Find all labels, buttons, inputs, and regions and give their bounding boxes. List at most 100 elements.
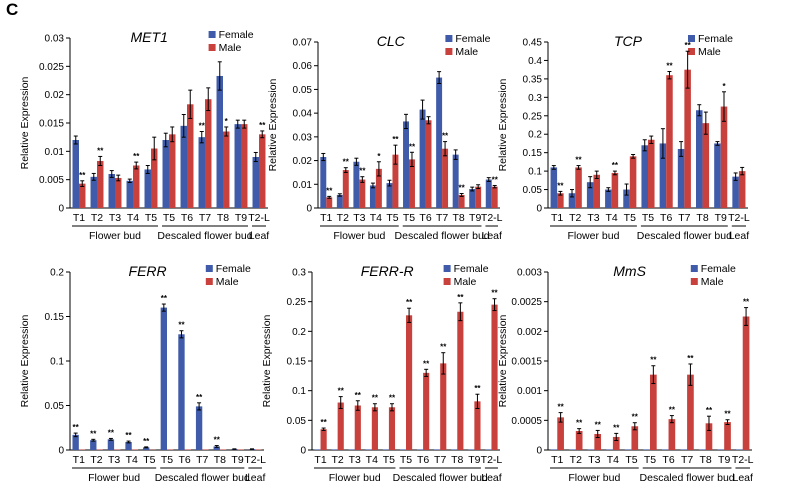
category-label: T2-L (244, 454, 266, 466)
significance-mark: ** (259, 121, 266, 130)
bar-female-5 (399, 449, 406, 450)
category-label: T6 (181, 212, 193, 224)
bar-female-6 (416, 449, 424, 450)
category-label: T4 (126, 454, 138, 466)
bar-female-2 (353, 161, 360, 208)
category-label: T5 (383, 454, 395, 466)
bar-male-5 (648, 139, 655, 208)
bar-male-1 (97, 160, 104, 208)
bar-male-5 (169, 134, 176, 208)
legend-swatch-female (443, 265, 451, 272)
significance-mark: ** (595, 420, 602, 429)
bar-male-4 (388, 407, 396, 450)
group-label: Flower bud (89, 230, 141, 242)
y-tick-label: 0.3 (528, 93, 542, 104)
group-label: Leaf (729, 230, 750, 242)
bar-female-10 (736, 449, 743, 450)
significance-mark: ** (650, 356, 657, 365)
category-label: T2-L (732, 454, 754, 466)
y-axis-label: Relative Expression (19, 76, 31, 169)
bar-male-10 (742, 316, 750, 450)
y-tick-label: 0.002 (517, 327, 542, 338)
legend-swatch-female (208, 31, 216, 38)
bar-male-9 (475, 186, 482, 208)
bar-male-6 (425, 120, 432, 208)
bar-female-8 (216, 75, 223, 208)
y-tick-label: 0.05 (523, 185, 543, 196)
y-tick-label: 0 (58, 204, 64, 215)
bar-male-10 (491, 304, 498, 450)
category-label: T5 (642, 212, 654, 224)
category-label: T4 (127, 212, 139, 224)
y-tick-label: 0.06 (293, 61, 313, 72)
bar-female-9 (468, 449, 475, 450)
legend-swatch-male (443, 278, 451, 285)
group-label: Leaf (733, 472, 754, 484)
significance-mark: ** (355, 391, 362, 400)
y-tick-label: 0.05 (45, 401, 65, 412)
bar-male-8 (457, 311, 464, 450)
category-label: T5 (386, 212, 398, 224)
bar-male-5 (650, 374, 657, 450)
bar-female-3 (369, 185, 376, 208)
group-label: Flower bud (88, 472, 140, 484)
y-tick-label: 0.0025 (511, 297, 542, 308)
significance-mark: ** (557, 403, 564, 412)
bar-male-5 (406, 315, 413, 450)
group-label: Descaled flower bud (393, 472, 488, 484)
chart-title: MET1 (131, 29, 168, 45)
bar-female-8 (213, 446, 220, 450)
bar-female-1 (336, 194, 343, 208)
y-axis-label: Relative Expression (261, 314, 273, 407)
legend-label-male: Male (698, 46, 721, 58)
legend-label-male: Male (455, 46, 478, 58)
bar-female-4 (386, 183, 393, 208)
bar-male-7 (442, 148, 449, 208)
legend-swatch-female (445, 35, 453, 42)
bar-male-2 (359, 179, 366, 208)
category-label: T6 (419, 212, 431, 224)
category-label: T8 (696, 212, 708, 224)
legend-label-female: Female (455, 33, 490, 45)
bar-female-6 (659, 143, 667, 208)
chart-title: CLC (377, 33, 406, 49)
category-label: T2 (569, 212, 581, 224)
y-tick-label: 0.15 (45, 312, 65, 323)
category-label: T5 (145, 212, 157, 224)
category-label: T8 (217, 212, 229, 224)
y-tick-label: 0 (58, 446, 64, 457)
significance-mark: ** (669, 406, 676, 415)
bar-male-3 (371, 407, 378, 450)
bar-female-9 (714, 143, 721, 208)
category-label: T1 (73, 212, 85, 224)
significance-mark: ** (613, 423, 620, 432)
bar-male-3 (612, 436, 620, 450)
category-label: T1 (320, 212, 332, 224)
bar-female-1 (569, 449, 576, 450)
category-label: T5 (143, 454, 155, 466)
y-tick-label: 0.1 (528, 167, 542, 178)
y-tick-label: 0.25 (287, 297, 307, 308)
significance-mark: ** (474, 384, 481, 393)
category-label: T9 (718, 454, 730, 466)
bar-female-10 (732, 176, 739, 208)
bar-male-4 (151, 148, 158, 208)
bar-male-8 (705, 423, 713, 450)
bar-female-8 (452, 154, 459, 208)
significance-mark: ** (178, 321, 185, 330)
category-label: T1 (551, 212, 563, 224)
category-label: T4 (366, 454, 378, 466)
y-tick-label: 0.3 (292, 268, 306, 279)
category-label: T8 (700, 454, 712, 466)
category-label: T5 (163, 212, 175, 224)
bar-male-0 (79, 183, 86, 208)
legend-label-female: Female (698, 33, 733, 45)
panel-label: C (6, 0, 19, 19)
category-label: T6 (417, 454, 429, 466)
y-axis-label: Relative Expression (19, 314, 31, 407)
legend-label-female: Female (454, 263, 489, 275)
